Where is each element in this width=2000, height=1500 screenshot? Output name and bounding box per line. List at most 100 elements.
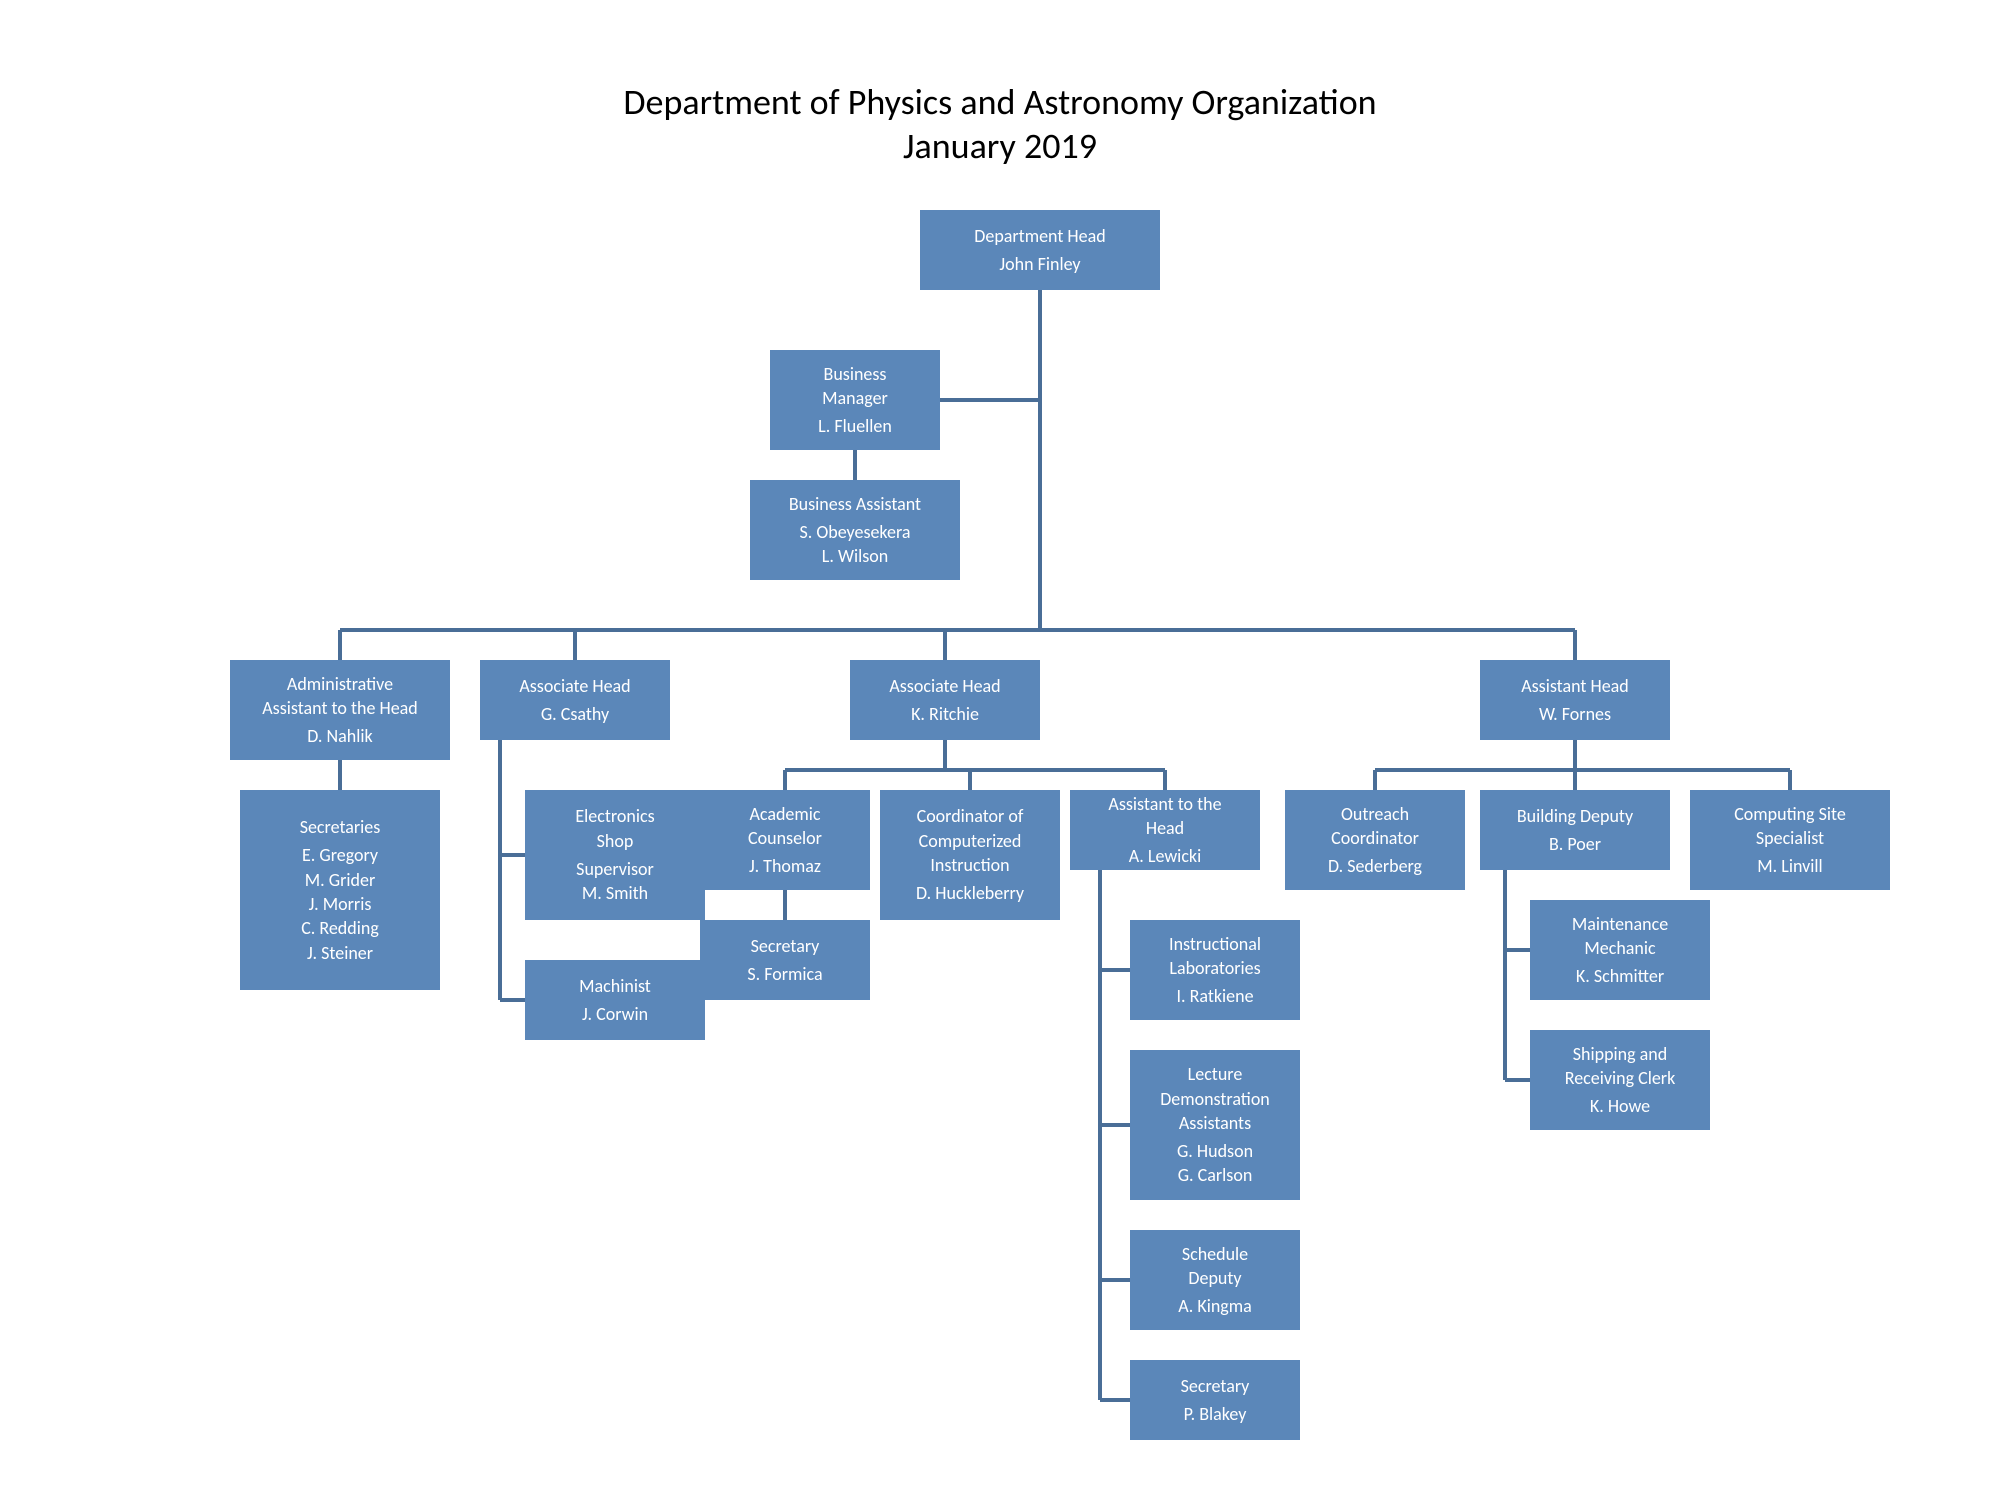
node-bldg-deputy: Building Deputy B. Poer: [1480, 790, 1670, 870]
node-name: S. Obeyesekera: [799, 520, 910, 544]
node-acad-secretary: Secretary S. Formica: [700, 920, 870, 1000]
node-name: J. Thomaz: [749, 854, 821, 878]
node-assoc-head-k: Associate Head K. Ritchie: [850, 660, 1040, 740]
node-names: M. Linvill: [1757, 854, 1822, 878]
node-names: A. Lewicki: [1129, 844, 1202, 868]
node-name: K. Ritchie: [911, 702, 979, 726]
node-names: P. Blakey: [1184, 1402, 1247, 1426]
chart-title: Department of Physics and Astronomy Orga…: [0, 80, 2000, 168]
node-role: BusinessManager: [822, 362, 888, 411]
node-names: D. Huckleberry: [916, 881, 1024, 905]
node-names: G. Csathy: [541, 702, 609, 726]
node-shipping-clerk: Shipping andReceiving Clerk K. Howe: [1530, 1030, 1710, 1130]
node-name: D. Huckleberry: [916, 881, 1024, 905]
node-acad-counselor: AcademicCounselor J. Thomaz: [700, 790, 870, 890]
node-name: K. Schmitter: [1576, 964, 1664, 988]
node-names: K. Schmitter: [1576, 964, 1664, 988]
node-secretaries: Secretaries E. GregoryM. GriderJ. MorrisC…: [240, 790, 440, 990]
node-outreach: OutreachCoordinator D. Sederberg: [1285, 790, 1465, 890]
node-role: Secretary: [1181, 1374, 1250, 1398]
node-role: ScheduleDeputy: [1182, 1242, 1248, 1291]
node-sec-blakey: Secretary P. Blakey: [1130, 1360, 1300, 1440]
node-role: Assistant Head: [1521, 674, 1629, 698]
node-name: A. Lewicki: [1129, 844, 1202, 868]
node-assoc-head-g: Associate Head G. Csathy: [480, 660, 670, 740]
node-names: A. Kingma: [1178, 1294, 1252, 1318]
node-name: J. Steiner: [301, 941, 379, 965]
node-role: ElectronicsShop: [575, 804, 654, 853]
node-names: S. Formica: [747, 962, 822, 986]
node-maint-mechanic: MaintenanceMechanic K. Schmitter: [1530, 900, 1710, 1000]
node-names: D. Sederberg: [1328, 854, 1422, 878]
node-name: M. Smith: [576, 881, 654, 905]
node-names: G. HudsonG. Carlson: [1177, 1139, 1253, 1188]
node-role: InstructionalLaboratories: [1169, 932, 1261, 981]
node-biz-assistant: Business Assistant S. ObeyesekeraL. Wilso…: [750, 480, 960, 580]
title-line-1: Department of Physics and Astronomy Orga…: [0, 80, 2000, 124]
node-role: Secretaries: [300, 815, 381, 839]
node-dept-head: Department Head John Finley: [920, 210, 1160, 290]
node-names: SupervisorM. Smith: [576, 857, 654, 906]
node-asst-head-w: Assistant Head W. Fornes: [1480, 660, 1670, 740]
node-name: G. Csathy: [541, 702, 609, 726]
node-names: W. Fornes: [1539, 702, 1611, 726]
node-names: D. Nahlik: [307, 724, 372, 748]
node-names: K. Ritchie: [911, 702, 979, 726]
node-name: L. Wilson: [799, 544, 910, 568]
node-name: A. Kingma: [1178, 1294, 1252, 1318]
node-role: Building Deputy: [1517, 804, 1633, 828]
node-instr-labs: InstructionalLaboratories I. Ratkiene: [1130, 920, 1300, 1020]
node-names: L. Fluellen: [818, 414, 892, 438]
node-role: Secretary: [751, 934, 820, 958]
node-role: Associate Head: [519, 674, 630, 698]
node-name: J. Morris: [301, 892, 379, 916]
node-names: J. Corwin: [582, 1002, 648, 1026]
node-role: LectureDemonstrationAssistants: [1160, 1062, 1270, 1135]
node-names: B. Poer: [1549, 832, 1601, 856]
node-coord-comp-instr: Coordinator ofComputerizedInstruction D. …: [880, 790, 1060, 920]
node-role: Shipping andReceiving Clerk: [1565, 1042, 1676, 1091]
node-names: John Finley: [999, 252, 1080, 276]
node-role: Machinist: [579, 974, 651, 998]
node-name: W. Fornes: [1539, 702, 1611, 726]
node-name: B. Poer: [1549, 832, 1601, 856]
node-role: Department Head: [974, 224, 1105, 248]
node-name: L. Fluellen: [818, 414, 892, 438]
node-name: G. Carlson: [1177, 1163, 1253, 1187]
title-line-2: January 2019: [0, 124, 2000, 168]
node-asst-to-head: Assistant to theHead A. Lewicki: [1070, 790, 1260, 870]
node-role: Computing SiteSpecialist: [1734, 802, 1846, 851]
node-role: AcademicCounselor: [748, 802, 822, 851]
node-role: Assistant to theHead: [1108, 792, 1221, 841]
node-role: Business Assistant: [789, 492, 921, 516]
node-name: M. Linvill: [1757, 854, 1822, 878]
node-sched-deputy: ScheduleDeputy A. Kingma: [1130, 1230, 1300, 1330]
org-chart: Department of Physics and Astronomy Orga…: [0, 0, 2000, 1500]
node-name: D. Nahlik: [307, 724, 372, 748]
node-role: OutreachCoordinator: [1331, 802, 1419, 851]
node-name: S. Formica: [747, 962, 822, 986]
node-role: Associate Head: [889, 674, 1000, 698]
node-name: Supervisor: [576, 857, 654, 881]
node-name: John Finley: [999, 252, 1080, 276]
node-name: C. Redding: [301, 916, 379, 940]
node-name: I. Ratkiene: [1176, 984, 1253, 1008]
node-names: J. Thomaz: [749, 854, 821, 878]
node-name: D. Sederberg: [1328, 854, 1422, 878]
node-name: E. Gregory: [301, 843, 379, 867]
node-lect-demo: LectureDemonstrationAssistantsG. HudsonG…: [1130, 1050, 1300, 1200]
node-role: AdministrativeAssistant to the Head: [262, 672, 417, 721]
node-names: E. GregoryM. GriderJ. MorrisC. ReddingJ.…: [301, 843, 379, 964]
node-machinist: Machinist J. Corwin: [525, 960, 705, 1040]
node-admin-asst-head: AdministrativeAssistant to the Head D. Na…: [230, 660, 450, 760]
node-names: S. ObeyesekeraL. Wilson: [799, 520, 910, 569]
node-comp-site-spec: Computing SiteSpecialist M. Linvill: [1690, 790, 1890, 890]
node-name: M. Grider: [301, 868, 379, 892]
node-role: Coordinator ofComputerizedInstruction: [917, 804, 1024, 877]
node-biz-manager: BusinessManager L. Fluellen: [770, 350, 940, 450]
node-name: P. Blakey: [1184, 1402, 1247, 1426]
node-names: K. Howe: [1590, 1094, 1650, 1118]
node-name: G. Hudson: [1177, 1139, 1253, 1163]
node-name: J. Corwin: [582, 1002, 648, 1026]
node-role: MaintenanceMechanic: [1572, 912, 1668, 961]
